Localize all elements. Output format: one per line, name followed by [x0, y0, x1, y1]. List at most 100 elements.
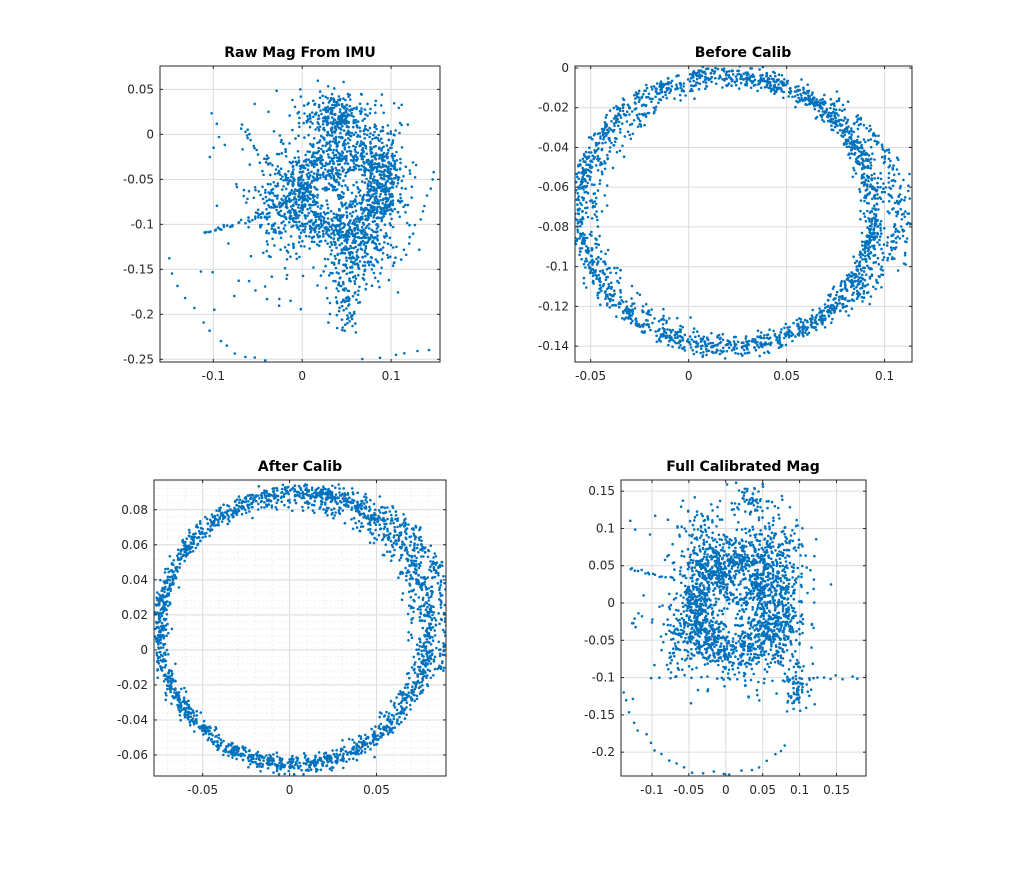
data-point [330, 184, 334, 187]
data-point [814, 326, 817, 329]
data-point [866, 291, 870, 294]
data-point [288, 179, 292, 182]
data-point [811, 308, 814, 312]
data-point [356, 231, 360, 235]
data-point [867, 154, 871, 157]
data-point [351, 222, 354, 225]
data-point [691, 74, 694, 78]
data-point [690, 87, 693, 91]
data-point [314, 220, 318, 223]
data-point [304, 216, 307, 220]
data-point [322, 235, 325, 238]
axes-box [574, 65, 913, 363]
data-point [871, 152, 874, 155]
data-point [785, 331, 789, 334]
data-point [427, 348, 431, 352]
data-point [602, 260, 605, 264]
data-point [833, 120, 837, 123]
data-point [369, 142, 372, 145]
data-point [263, 157, 266, 160]
data-point [184, 690, 188, 693]
data-point [833, 114, 836, 117]
data-point [170, 272, 174, 275]
data-point [367, 163, 371, 166]
data-point [332, 137, 336, 140]
data-point [367, 522, 370, 526]
data-point [645, 83, 648, 87]
data-point [579, 218, 582, 221]
data-point [658, 337, 661, 341]
data-point [881, 148, 884, 151]
data-point [328, 156, 331, 159]
data-point [626, 130, 630, 133]
data-point [641, 325, 645, 328]
data-point [848, 152, 851, 155]
data-point [745, 76, 749, 79]
data-point [311, 200, 315, 204]
data-point [766, 77, 770, 80]
data-point [333, 126, 337, 130]
data-point [579, 201, 582, 205]
data-point [850, 152, 854, 155]
data-point [316, 151, 319, 155]
data-point [650, 308, 653, 311]
data-point [802, 323, 805, 327]
data-point [283, 212, 287, 216]
data-point [312, 196, 315, 199]
data-point [590, 165, 594, 169]
data-point [297, 181, 300, 184]
data-point [576, 203, 579, 206]
data-point [334, 104, 338, 108]
data-point [399, 196, 403, 200]
data-point [787, 333, 791, 337]
data-point [769, 90, 773, 93]
data-point [308, 203, 311, 207]
data-point [279, 236, 283, 240]
data-point [596, 154, 600, 158]
data-point [292, 242, 295, 246]
data-point [843, 281, 847, 284]
data-point [374, 258, 378, 261]
data-point [359, 216, 362, 220]
data-point [602, 128, 606, 132]
data-point [327, 141, 331, 145]
data-point [333, 87, 336, 90]
data-point [879, 268, 883, 271]
data-point [329, 271, 332, 275]
data-point [328, 160, 332, 163]
data-point [837, 298, 841, 302]
data-point [350, 265, 354, 268]
data-point [391, 246, 395, 249]
data-point [344, 174, 347, 178]
data-point [880, 155, 884, 159]
data-point [775, 338, 778, 342]
data-point [618, 276, 622, 280]
data-point [348, 138, 352, 142]
data-point [585, 201, 588, 204]
data-point [871, 207, 874, 210]
data-point [342, 234, 346, 237]
data-point [343, 114, 346, 117]
data-point [870, 273, 874, 277]
data-point [894, 210, 898, 214]
data-point [391, 152, 394, 156]
data-point [353, 312, 356, 315]
data-point [823, 314, 826, 318]
data-point [324, 95, 327, 99]
data-point [298, 220, 301, 224]
data-point [621, 310, 625, 313]
data-point [676, 335, 680, 338]
data-point [705, 347, 708, 351]
data-point [334, 257, 337, 261]
data-point [642, 322, 646, 326]
data-point [374, 111, 377, 114]
data-point [410, 185, 414, 188]
data-point [780, 80, 783, 83]
data-point [588, 169, 592, 173]
data-point [344, 138, 347, 142]
data-point [370, 268, 374, 271]
data-point [859, 209, 862, 213]
data-point [350, 205, 354, 209]
data-point [331, 160, 335, 163]
data-point [363, 249, 367, 252]
